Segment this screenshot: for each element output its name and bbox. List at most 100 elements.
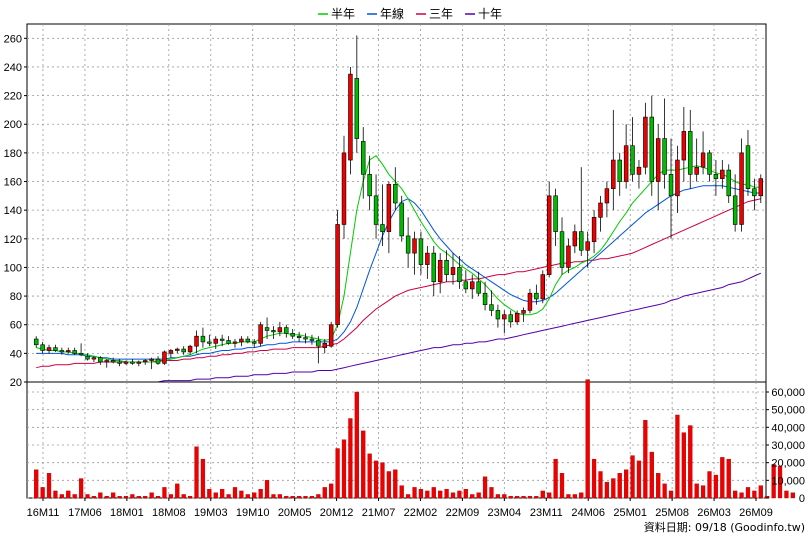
volume-bar bbox=[290, 496, 295, 499]
volume-bar bbox=[59, 494, 64, 499]
candle-body bbox=[688, 131, 693, 175]
volume-bar bbox=[579, 492, 584, 499]
volume-bar bbox=[476, 492, 481, 499]
volume-bar bbox=[585, 379, 590, 499]
volume-tick-label: 50,000 bbox=[771, 405, 805, 417]
candle-body bbox=[675, 159, 680, 197]
volume-bar bbox=[34, 469, 39, 499]
candle-body bbox=[470, 281, 475, 290]
volume-bar bbox=[239, 490, 244, 499]
volume-bar bbox=[258, 488, 263, 499]
volume-bar bbox=[284, 496, 289, 499]
x-tick-label: 16M11 bbox=[27, 507, 60, 519]
candle-body bbox=[341, 152, 347, 225]
candle-body bbox=[354, 78, 360, 139]
volume-bar bbox=[720, 457, 725, 499]
candle-body bbox=[252, 341, 257, 344]
candle-body bbox=[752, 188, 757, 197]
volume-bar bbox=[85, 494, 90, 499]
candle-body bbox=[585, 241, 590, 251]
x-tick-label: 21M07 bbox=[362, 507, 396, 519]
candle-body bbox=[104, 360, 109, 363]
candle-body bbox=[33, 338, 39, 346]
volume-bar bbox=[617, 473, 622, 499]
volume-bar bbox=[733, 490, 738, 499]
price-tick-label: 80 bbox=[10, 291, 22, 303]
volume-bar bbox=[726, 458, 731, 499]
volume-bar bbox=[367, 453, 372, 499]
x-tick-label: 18M01 bbox=[110, 507, 144, 519]
volume-bar bbox=[450, 492, 456, 499]
candle-body bbox=[591, 217, 597, 242]
x-tick-label: 20M12 bbox=[320, 507, 354, 519]
volume-bar bbox=[527, 496, 533, 499]
volume-tick-label: 60,000 bbox=[771, 387, 805, 399]
volume-bar bbox=[373, 460, 379, 499]
volume-bar bbox=[187, 496, 193, 499]
candle-body bbox=[636, 166, 642, 175]
candle-body bbox=[271, 330, 276, 333]
candle-body bbox=[72, 350, 77, 354]
candle-body bbox=[328, 324, 334, 347]
candle-body bbox=[668, 174, 674, 197]
volume-bar bbox=[380, 462, 385, 499]
volume-bar bbox=[393, 469, 398, 499]
volume-bar bbox=[438, 490, 443, 499]
volume-bar bbox=[489, 487, 494, 499]
candle-body bbox=[643, 116, 648, 168]
volume-bar bbox=[386, 471, 392, 499]
candle-body bbox=[546, 195, 552, 275]
price-tick-label: 100 bbox=[4, 262, 22, 274]
volume-bar bbox=[354, 391, 359, 499]
x-tick-label: 25M01 bbox=[613, 507, 647, 519]
price-tick-label: 40 bbox=[10, 348, 22, 360]
volume-bar bbox=[405, 494, 411, 499]
candle-body bbox=[758, 178, 764, 197]
candle-body bbox=[553, 195, 558, 232]
volume-bar bbox=[572, 494, 577, 499]
volume-bar bbox=[341, 439, 347, 499]
candle-body bbox=[322, 343, 327, 348]
volume-bar bbox=[777, 466, 783, 499]
price-tick-label: 140 bbox=[4, 205, 22, 217]
volume-bar bbox=[758, 485, 763, 499]
price-tick-label: 220 bbox=[4, 91, 22, 103]
candle-body bbox=[655, 138, 661, 182]
candle-body bbox=[296, 335, 302, 338]
volume-bar bbox=[790, 492, 795, 499]
candles bbox=[33, 35, 764, 370]
volume-bar bbox=[245, 494, 250, 499]
candle-body bbox=[457, 267, 462, 283]
chart-legend: 半年 年線 三年 十年 bbox=[318, 6, 502, 21]
candle-body bbox=[226, 340, 231, 344]
candle-body bbox=[662, 138, 667, 175]
candle-body bbox=[732, 195, 738, 225]
candle-body bbox=[348, 73, 353, 161]
volume-tick-label: 30,000 bbox=[771, 440, 805, 452]
candle-body bbox=[386, 184, 392, 232]
candle-body bbox=[367, 174, 372, 197]
candle-body bbox=[219, 338, 225, 341]
price-tick-label: 180 bbox=[4, 148, 22, 160]
candle-body bbox=[707, 152, 712, 175]
price-tick-label: 260 bbox=[4, 33, 22, 45]
candle-body bbox=[213, 338, 218, 344]
volume-bar bbox=[194, 446, 199, 499]
candle-body bbox=[713, 174, 719, 179]
volume-bar bbox=[495, 494, 501, 499]
volume-bar bbox=[668, 490, 674, 499]
legend-label-3: 十年 bbox=[478, 7, 502, 21]
candle-body bbox=[277, 327, 283, 333]
volume-bar bbox=[322, 487, 327, 499]
volume-bar bbox=[207, 488, 212, 499]
volume-bar bbox=[168, 494, 173, 499]
volume-bar bbox=[508, 496, 513, 499]
candle-body bbox=[489, 304, 494, 311]
candle-body bbox=[726, 169, 731, 197]
candle-body bbox=[168, 350, 174, 354]
x-tick-label: 17M06 bbox=[68, 507, 102, 519]
volume-bar bbox=[226, 494, 231, 499]
volume-bar bbox=[175, 483, 180, 499]
candle-body bbox=[694, 166, 699, 175]
volume-bar bbox=[559, 473, 565, 499]
